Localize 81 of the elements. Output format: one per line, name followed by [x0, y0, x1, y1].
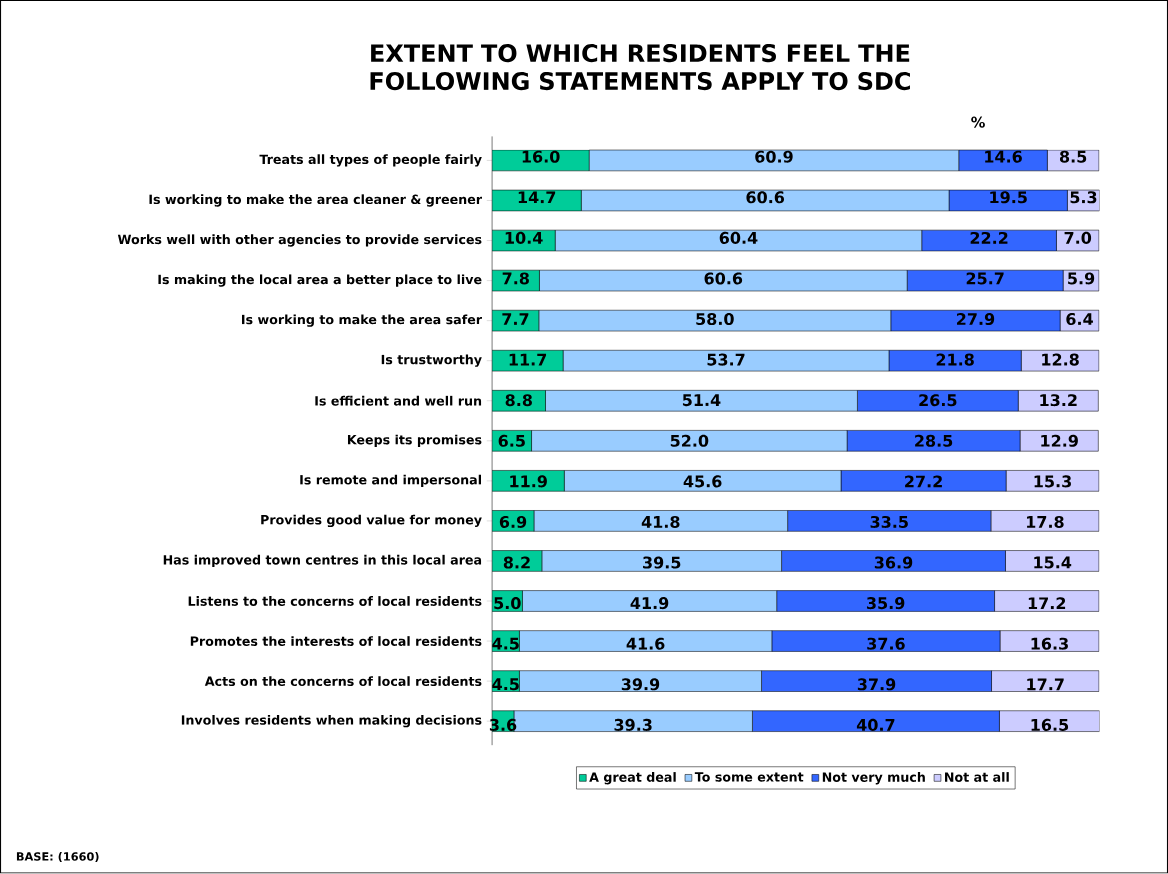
y-tick-label: Is working to make the area cleaner & greener [149, 194, 482, 207]
y-tick-label: Treats all types of people fairly [259, 154, 482, 167]
data-label: 14.7 [518, 191, 556, 204]
data-label: 17.2 [1028, 597, 1066, 610]
data-label: 60.4 [719, 232, 758, 245]
y-tick-label: Acts on the concerns of local residents [204, 676, 482, 687]
data-label: 19.5 [990, 191, 1027, 204]
data-label: 12.8 [1042, 353, 1079, 366]
data-label: 16.3 [1031, 637, 1068, 650]
data-label: 36.9 [874, 556, 913, 569]
data-label: 35.9 [866, 597, 905, 610]
y-tick-label: Is working to make the area safer [242, 314, 482, 328]
data-label: 12.9 [1041, 434, 1078, 448]
data-label: 26.5 [919, 394, 957, 407]
data-label: 8.2 [503, 556, 530, 569]
y-tick-label: Keeps its promises [347, 434, 482, 448]
y-tick-label: Promotes the interests of local residents [190, 636, 482, 647]
y-tick-label: Works well with other agencies to provide services [117, 234, 482, 247]
data-label: 15.4 [1034, 556, 1072, 569]
data-label: 41.9 [630, 597, 669, 610]
data-label: 17.7 [1027, 678, 1064, 691]
data-label: 8.5 [1059, 150, 1087, 163]
data-label: 4.5 [492, 678, 519, 691]
data-label: 45.6 [683, 475, 722, 488]
data-label: 21.8 [936, 353, 974, 366]
y-tick-label: Involves residents when making decisions [181, 715, 482, 728]
data-label: 37.6 [867, 637, 905, 650]
data-label: 40.7 [856, 719, 895, 732]
data-label: 16.0 [522, 150, 560, 163]
data-label: 7.7 [502, 313, 529, 326]
data-label: 6.5 [498, 434, 525, 448]
data-label: 5.3 [1070, 191, 1097, 204]
data-label: 7.8 [502, 272, 529, 285]
y-tick-label: Is remote and impersonal [300, 474, 481, 488]
data-label: 51.4 [682, 394, 721, 407]
legend-label: A great deal [589, 772, 676, 785]
y-tick-label: Is trustworthy [381, 354, 482, 368]
legend-label: Not very much [822, 772, 925, 785]
data-label: 27.2 [905, 475, 942, 488]
data-label: 37.9 [857, 678, 896, 691]
data-label: 13.2 [1040, 394, 1077, 407]
data-label: 5.9 [1068, 272, 1095, 285]
data-label: 52.0 [670, 434, 709, 448]
legend-label: Not at all [945, 772, 1009, 783]
chart-title: EXTENT TO WHICH RESIDENTS FEEL THE FOLLOWING STATEMENTS APPLY TO SDC [370, 44, 910, 91]
data-label: 14.6 [985, 150, 1022, 163]
data-label: 28.5 [915, 434, 953, 448]
y-tick-label: Has improved town centres in this local area [163, 555, 482, 568]
y-tick-label: Provides good value for money [261, 514, 482, 528]
data-label: 39.9 [621, 678, 660, 691]
legend-label: To some extent [694, 772, 804, 782]
data-label: 8.8 [505, 394, 532, 407]
data-label: 39.5 [643, 556, 681, 569]
data-label: 60.6 [746, 191, 785, 204]
data-label: 11.7 [509, 353, 547, 366]
data-label: 60.9 [755, 150, 793, 163]
data-label: 41.6 [626, 637, 665, 650]
y-tick-label: Listens to the concerns of local residents [188, 596, 482, 607]
data-label: 15.3 [1034, 475, 1071, 488]
data-label: 41.8 [641, 516, 680, 529]
data-label: 16.5 [1031, 719, 1069, 732]
data-label: 17.8 [1027, 516, 1064, 529]
text: BASE: (1660) [16, 852, 99, 863]
data-label: 4.5 [492, 637, 519, 650]
data-label: 10.4 [505, 232, 543, 245]
data-label: 6.9 [499, 516, 527, 529]
data-label: 22.2 [970, 232, 1008, 244]
data-label: 53.7 [707, 353, 745, 366]
data-label: 5.0 [494, 597, 521, 610]
data-label: 27.9 [956, 313, 995, 326]
x-axis-title: % [971, 116, 985, 128]
data-label: 33.5 [870, 516, 908, 529]
data-label: 25.7 [966, 272, 1004, 285]
data-label: 6.4 [1066, 313, 1093, 326]
data-label: 60.6 [704, 272, 743, 285]
y-tick-label: Is making the local area a better place to live [158, 274, 482, 287]
data-label: 39.3 [614, 719, 652, 732]
data-label: 11.9 [510, 475, 547, 488]
data-label: 7.0 [1064, 232, 1092, 245]
data-label: 58.0 [696, 313, 734, 326]
y-tick-label: Is efficient and well run [315, 396, 482, 406]
